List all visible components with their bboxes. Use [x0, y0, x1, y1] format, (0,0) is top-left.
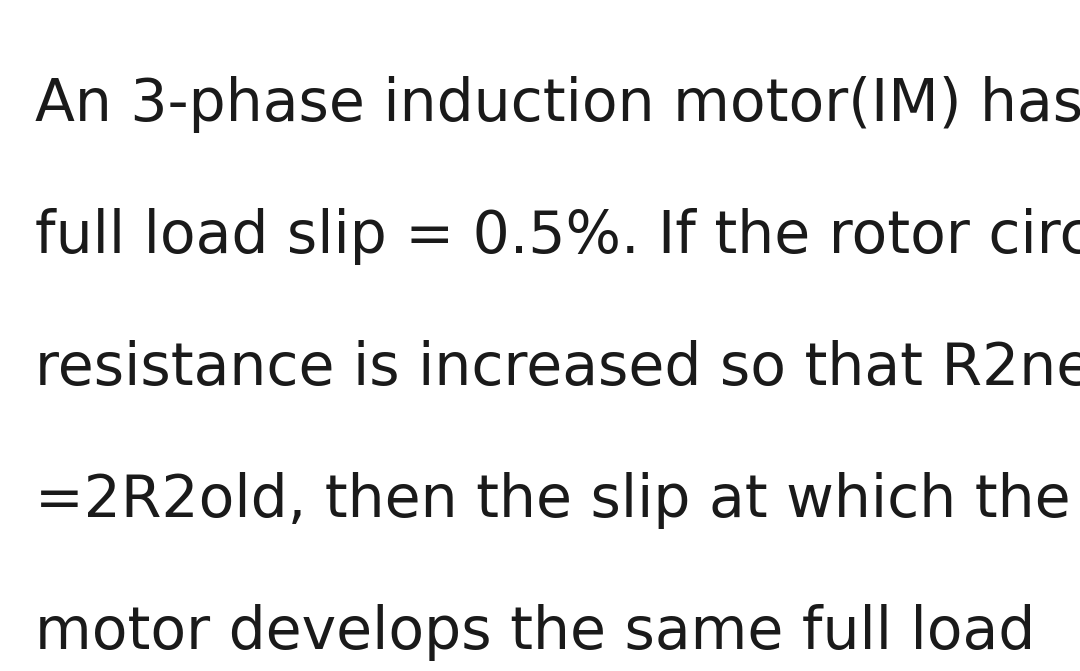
- Text: An 3-phase induction motor(IM) has: An 3-phase induction motor(IM) has: [35, 76, 1080, 134]
- Text: resistance is increased so that R2new: resistance is increased so that R2new: [35, 340, 1080, 397]
- Text: full load slip = 0.5%. If the rotor circuit: full load slip = 0.5%. If the rotor circ…: [35, 208, 1080, 265]
- Text: =2R2old, then the slip at which the: =2R2old, then the slip at which the: [35, 472, 1070, 529]
- Text: motor develops the same full load: motor develops the same full load: [35, 604, 1035, 661]
